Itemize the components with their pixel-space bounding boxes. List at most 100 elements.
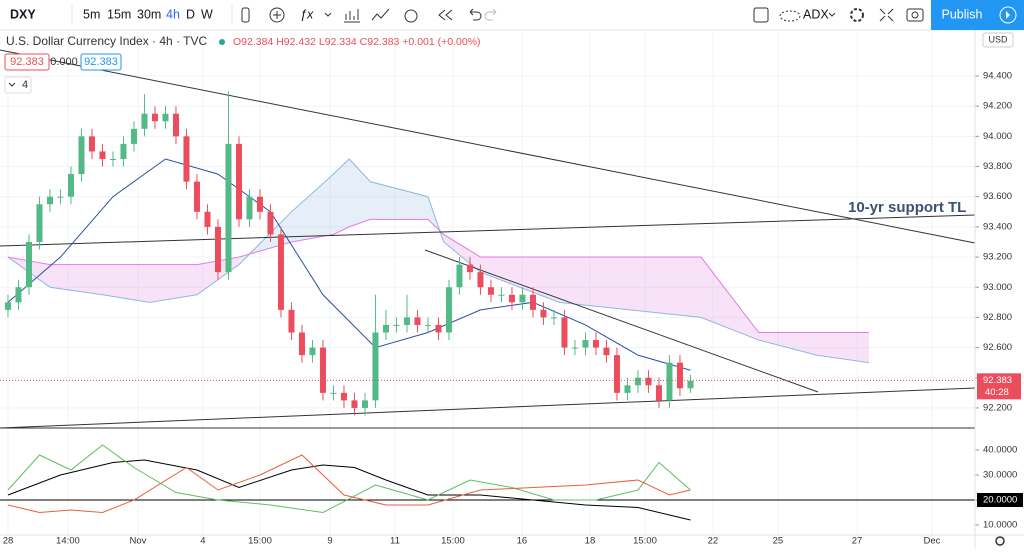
currency-box[interactable] [982, 32, 1014, 48]
x-tick-label: 16 [517, 536, 528, 547]
ideas-icon[interactable] [371, 8, 390, 21]
compare-symbol[interactable]: ADX [803, 7, 829, 21]
undo-icon[interactable] [469, 8, 482, 21]
candle-body [330, 392, 337, 394]
candle-body [508, 294, 515, 303]
chevron [8, 82, 16, 87]
candle-body [561, 317, 568, 348]
symbol[interactable]: DXY [10, 7, 36, 21]
interval[interactable]: W [201, 7, 213, 21]
candle-type-icon[interactable] [241, 7, 250, 23]
candle-body [46, 196, 53, 205]
chart: 94.400 94.200 94.000 93.800 93.600 93.400 93.2… [0, 30, 1023, 547]
candle-body [67, 174, 74, 197]
candle-body [120, 143, 127, 159]
spread: 0.000 [50, 56, 78, 68]
candle-body [456, 264, 463, 288]
x-tick-label: 14:00 [56, 536, 80, 547]
indicator-line [7, 454, 691, 514]
candle-body [613, 355, 620, 393]
candle-body [403, 317, 410, 325]
trendline [0, 49, 976, 244]
interval[interactable]: D [186, 7, 195, 21]
interval-active[interactable]: 4h [166, 7, 180, 21]
candle-body [466, 264, 473, 273]
bid-box[interactable] [4, 53, 50, 71]
cloud-fill [443, 234, 481, 273]
lens [911, 11, 919, 19]
candle-body [498, 294, 505, 296]
candle-body [88, 136, 95, 152]
y-tick-label: 30.0000 [983, 470, 1017, 481]
indicator-line [7, 444, 691, 514]
x-tick-label: 15:00 [441, 536, 465, 547]
candle-body [676, 362, 683, 389]
cloud-fill [149, 264, 197, 303]
plus [273, 11, 281, 19]
dropdown[interactable] [828, 12, 836, 17]
x-tick-label: 11 [390, 536, 400, 547]
annotation: 10-yr support TL [848, 199, 966, 216]
currency: USD [988, 34, 1008, 44]
y-tick-label: 92.600 [983, 342, 1012, 353]
ohlc-values: O92.384 H92.432 L92.334 C92.383 +0.001 (… [233, 36, 481, 48]
interval[interactable]: 5m [83, 7, 100, 21]
x-tick-label: 27 [852, 536, 863, 547]
toolbar-bg [0, 0, 1024, 30]
candle-body [487, 287, 494, 295]
cloud-fill [102, 264, 150, 303]
publish-button[interactable] [931, 0, 993, 30]
financials-icon[interactable] [344, 9, 360, 23]
axis-frame: USD [0, 30, 1024, 548]
replay-icon[interactable] [438, 9, 453, 21]
candle-body [172, 113, 179, 137]
candle-body [645, 377, 652, 386]
interval[interactable]: 30m [137, 7, 161, 21]
x-tick-label: 18 [585, 536, 596, 547]
candle-body [130, 128, 137, 144]
candle-body [372, 332, 379, 401]
screenshot-icon[interactable] [906, 8, 924, 22]
market-status [219, 39, 225, 45]
x-tick-label: 15:00 [248, 536, 272, 547]
candle-body [15, 287, 22, 303]
countdown: 40:28 [985, 387, 1009, 398]
indicators-count: 4 [22, 79, 28, 91]
cloud-icon[interactable] [779, 10, 801, 22]
moving-average [7, 158, 691, 371]
indicators-icon[interactable]: ƒx [300, 7, 314, 21]
cloud-fill [816, 332, 869, 363]
interval[interactable]: 15m [107, 7, 131, 21]
redo-icon[interactable] [484, 8, 497, 21]
cloud-fill [333, 158, 350, 235]
alert-icon[interactable] [404, 9, 418, 23]
candle-body [162, 113, 169, 122]
candle-body [277, 234, 284, 310]
cloud-span [7, 158, 870, 364]
candle-body [634, 377, 641, 386]
toggle-arrow [1006, 11, 1010, 19]
fullscreen-icon[interactable] [879, 8, 894, 22]
cloud-fill [291, 174, 334, 242]
y-tick-label: 10.0000 [983, 520, 1017, 531]
dropdown[interactable] [324, 12, 332, 17]
ask-box[interactable] [80, 53, 122, 71]
candle-body [414, 317, 421, 325]
ask: 92.383 [84, 56, 118, 68]
y-tick-label: 93.200 [983, 252, 1012, 263]
candle-body [624, 385, 631, 393]
candle-body [298, 332, 305, 356]
settings-icon[interactable] [850, 8, 864, 22]
candle-body [57, 196, 64, 198]
candle-body [382, 324, 389, 333]
candle-body [540, 309, 547, 318]
candle-body [603, 347, 610, 356]
layout-icon[interactable] [753, 7, 769, 23]
y-tick-label: 92.200 [983, 402, 1012, 413]
axis-settings[interactable] [995, 536, 1005, 546]
publish-label[interactable]: Publish [942, 7, 983, 21]
indicators-toggle[interactable] [4, 76, 32, 94]
add-compare-icon[interactable] [269, 7, 285, 23]
candle-body [592, 340, 599, 348]
cloud-fill [370, 181, 428, 220]
